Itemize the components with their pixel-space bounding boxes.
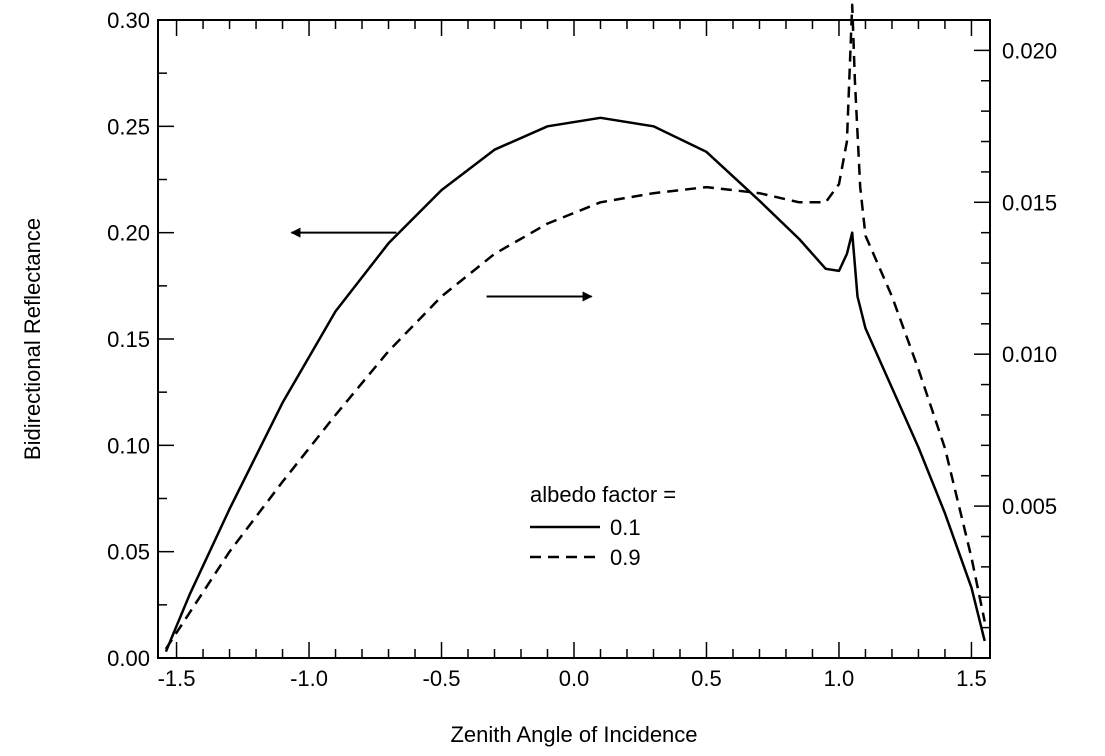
x-tick-label: 1.0: [824, 666, 855, 691]
legend-label-dashed: 0.9: [610, 545, 641, 570]
y2-tick-label: 0.015: [1002, 190, 1057, 215]
series-line-dashed: [164, 3, 986, 650]
y2-tick-label: 0.020: [1002, 38, 1057, 63]
x-tick-label: 0.0: [559, 666, 590, 691]
plot-area: -1.5 -1.0 -0.5 0.0 0.5 1.0 1.5 0.00 0.05 0.10 0.15…: [107, 3, 1057, 691]
y-tick-label: 0.30: [107, 8, 150, 33]
y-tick-label: 0.25: [107, 114, 150, 139]
y-tick-label: 0.10: [107, 433, 150, 458]
x-tick-label: -0.5: [423, 666, 461, 691]
series-line-solid: [164, 116, 986, 653]
legend: albedo factor = 0.1 0.9: [530, 482, 676, 570]
x-tick-label: 0.5: [691, 666, 722, 691]
y2-tick-label: 0.010: [1002, 342, 1057, 367]
y-tick-label: 0.00: [107, 646, 150, 671]
y-axis-title: Bidirectional Reflectance: [20, 218, 45, 460]
x-tick-label: 1.5: [956, 666, 987, 691]
y-tick-label: 0.20: [107, 221, 150, 246]
y-tick-label: 0.05: [107, 540, 150, 565]
legend-label-solid: 0.1: [610, 515, 641, 540]
legend-title: albedo factor =: [530, 482, 676, 507]
x-axis-title: Zenith Angle of Incidence: [450, 722, 697, 747]
plot-frame: [157, 19, 991, 659]
x-tick-label: -1.5: [158, 666, 196, 691]
y2-tick-label: 0.005: [1002, 494, 1057, 519]
y-tick-label: 0.15: [107, 327, 150, 352]
x-tick-label: -1.0: [290, 666, 328, 691]
